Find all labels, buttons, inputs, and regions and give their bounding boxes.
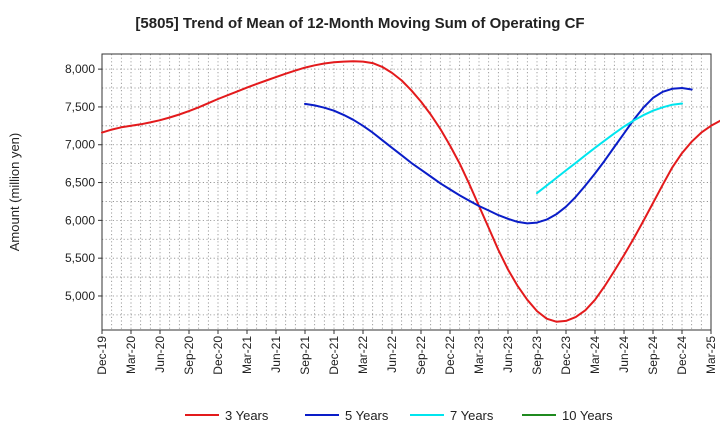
x-tick-label: Mar-22 [356, 336, 370, 374]
x-tick-label: Jun-20 [153, 336, 167, 373]
legend-label: 5 Years [345, 408, 389, 423]
legend-label: 10 Years [562, 408, 613, 423]
x-tick-label: Dec-19 [95, 336, 109, 375]
x-tick-label: Mar-23 [472, 336, 486, 374]
x-tick-label: Sep-24 [646, 336, 660, 375]
y-tick-label: 5,500 [65, 251, 95, 265]
y-tick-label: 7,000 [65, 138, 95, 152]
legend-label: 3 Years [225, 408, 269, 423]
y-tick-label: 8,000 [65, 62, 95, 76]
plot-frame [101, 53, 712, 331]
y-tick-labels: 5,000 5,500 6,000 6,500 7,000 7,500 8,000 [65, 62, 102, 303]
x-tick-label: Dec-24 [675, 336, 689, 375]
y-tick-label: 6,000 [65, 213, 95, 227]
y-axis-label: Amount (million yen) [7, 133, 22, 252]
series-line-5-years [304, 87, 693, 225]
series-line-7-years [536, 102, 683, 195]
x-tick-label: Dec-23 [559, 336, 573, 375]
x-tick-label: Sep-20 [182, 336, 196, 375]
x-tick-label: Sep-21 [298, 336, 312, 375]
series-lines [101, 60, 720, 323]
x-tick-label: Dec-20 [211, 336, 225, 375]
x-tick-label: Dec-21 [327, 336, 341, 375]
x-tick-label: Dec-22 [443, 336, 457, 375]
x-tick-label: Mar-24 [588, 336, 602, 374]
x-tick-label: Mar-25 [704, 336, 718, 374]
x-tick-label: Sep-23 [530, 336, 544, 375]
x-tick-label: Jun-21 [269, 336, 283, 373]
y-tick-label: 7,500 [65, 100, 95, 114]
legend: 3 Years 5 Years 7 Years 10 Years [185, 408, 613, 423]
series-line-3-years [101, 60, 720, 323]
chart-title: [5805] Trend of Mean of 12-Month Moving … [135, 15, 584, 32]
x-tick-label: Mar-20 [124, 336, 138, 374]
legend-label: 7 Years [450, 408, 494, 423]
x-tick-label: Jun-23 [501, 336, 515, 373]
x-tick-labels: Dec-19 Mar-20 Jun-20 Sep-20 Dec-20 Mar-21 Jun-… [95, 330, 718, 375]
y-tick-label: 5,000 [65, 289, 95, 303]
x-tick-label: Sep-22 [414, 336, 428, 375]
x-tick-label: Jun-22 [385, 336, 399, 373]
y-tick-label: 6,500 [65, 176, 95, 190]
x-tick-label: Jun-24 [617, 336, 631, 373]
grid [102, 54, 711, 330]
x-tick-label: Mar-21 [240, 336, 254, 374]
